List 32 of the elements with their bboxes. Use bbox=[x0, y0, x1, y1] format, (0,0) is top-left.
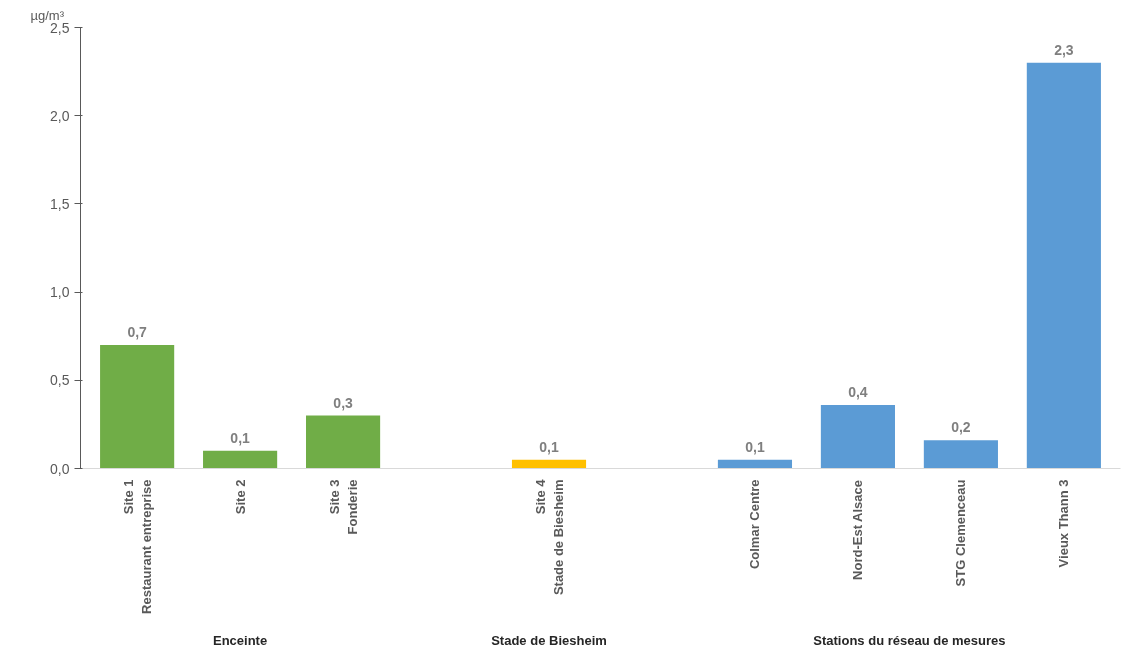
x-tick-label: Site 3 Fonderie bbox=[326, 479, 360, 535]
x-tick-label: Colmar Centre bbox=[747, 479, 763, 570]
x-tick-label: STG Clemenceau bbox=[953, 479, 969, 587]
y-tick-label: 1,5 bbox=[50, 195, 70, 212]
y-tick-label: 1,0 bbox=[50, 284, 70, 301]
x-tick-label: Nord-Est Alsace bbox=[850, 479, 866, 580]
y-tick-label: 0,5 bbox=[50, 372, 70, 389]
bar bbox=[203, 450, 278, 469]
text: Stations du réseau de mesures bbox=[813, 632, 1006, 648]
y-tick-label: 0,0 bbox=[50, 460, 70, 477]
bar bbox=[511, 459, 587, 469]
data-label: 0,2 bbox=[951, 419, 971, 436]
bar bbox=[923, 440, 998, 469]
x-tick-label: Site 4 Stade de Biesheim bbox=[532, 478, 566, 596]
bar bbox=[1026, 62, 1101, 469]
y-tick-label: 2,0 bbox=[50, 107, 70, 124]
data-label: 0,1 bbox=[230, 429, 251, 446]
bar bbox=[717, 459, 793, 469]
bar bbox=[820, 405, 895, 469]
bar bbox=[306, 415, 381, 469]
text: Stade de Biesheim bbox=[491, 632, 607, 648]
x-tick-label: Site 2 bbox=[232, 479, 248, 515]
data-label: 0,3 bbox=[333, 394, 354, 411]
data-label: 0,4 bbox=[848, 384, 868, 400]
data-label: 2,3 bbox=[1054, 41, 1074, 58]
data-label: 0,7 bbox=[127, 324, 148, 341]
data-label: 0,1 bbox=[539, 438, 559, 455]
bar bbox=[100, 345, 175, 469]
text: Enceinte bbox=[213, 632, 268, 648]
data-label: 0,1 bbox=[745, 438, 765, 455]
x-tick-label: Vieux Thann 3 bbox=[1056, 479, 1072, 568]
x-tick-label: Site 1 Restaurant entreprise bbox=[120, 479, 154, 614]
